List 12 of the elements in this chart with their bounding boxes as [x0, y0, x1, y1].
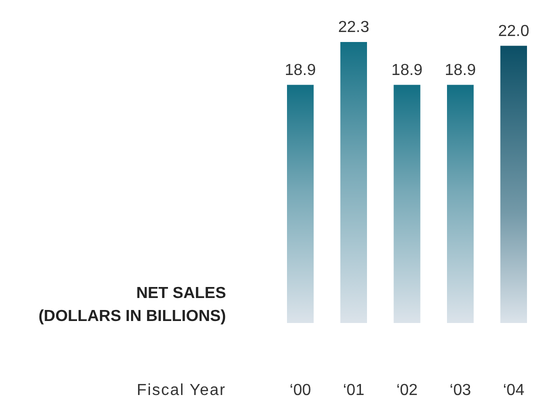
- x-axis-title: Fiscal Year: [136, 382, 226, 399]
- data-label: 18.9: [391, 62, 423, 79]
- x-tick-label: ‘04: [502, 382, 524, 399]
- data-label: 18.9: [444, 62, 476, 79]
- x-tick-label: ‘02: [396, 382, 418, 399]
- x-tick-label: ‘01: [342, 382, 364, 399]
- x-tick-label: ‘00: [290, 382, 312, 399]
- data-label: 22.3: [338, 19, 370, 36]
- data-label: 18.9: [284, 62, 316, 79]
- text: NET SALES (DOLLARS IN BILLIONS): [38, 285, 226, 325]
- x-tick-label: ‘03: [450, 382, 472, 399]
- data-label: 22.0: [498, 22, 530, 40]
